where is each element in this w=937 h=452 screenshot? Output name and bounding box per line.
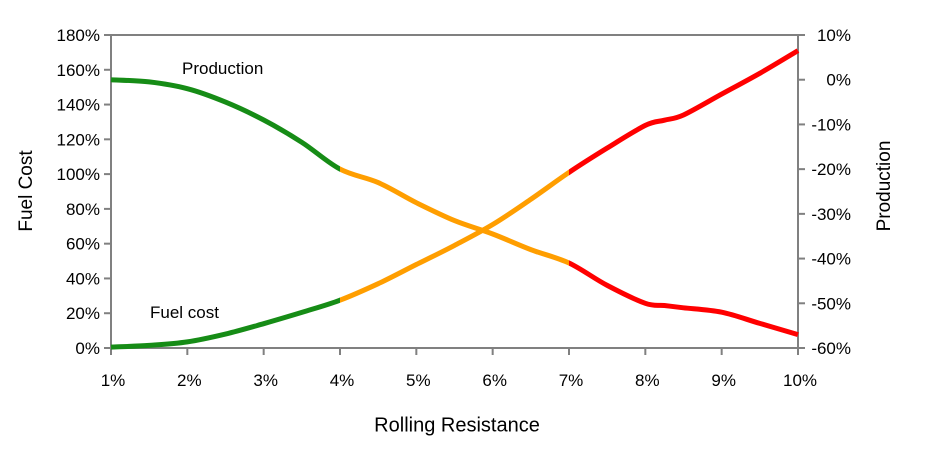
x-axis-tick-label: 5%: [406, 371, 431, 390]
right-axis-tick-label: 0%: [826, 71, 851, 90]
left-axis-tick-label: 140%: [57, 96, 100, 115]
left-axis-tick-label: 100%: [57, 165, 100, 184]
left-axis-title: Fuel Cost: [16, 150, 37, 232]
fuel-cost-series-label: Fuel cost: [150, 303, 219, 322]
x-axis-tick-label: 6%: [482, 371, 507, 390]
x-axis-title: Rolling Resistance: [374, 414, 540, 437]
fuel-cost-curve-orange: [340, 169, 569, 303]
left-axis-tick-label: 160%: [57, 61, 100, 80]
right-axis-tick-label: -40%: [811, 250, 851, 269]
production-curve-green: [110, 77, 340, 172]
right-axis-title: Production: [874, 140, 895, 232]
x-axis-tick-label: 4%: [330, 371, 355, 390]
fuel-cost-curve-red: [569, 48, 800, 176]
left-axis-tick-label: 80%: [66, 200, 100, 219]
right-axis-tick-label: -50%: [811, 294, 851, 313]
x-axis-tick-label: 9%: [711, 371, 736, 390]
x-axis-tick-label: 2%: [177, 371, 202, 390]
left-axis-tick-label: 120%: [57, 130, 100, 149]
right-axis-tick-label: -20%: [811, 160, 851, 179]
right-axis-tick-label: 10%: [817, 26, 851, 45]
plot-border: [110, 34, 799, 349]
x-axis-tick-label: 10%: [783, 371, 817, 390]
left-axis-tick-label: 0%: [75, 339, 100, 358]
right-axis-tick-label: -60%: [811, 339, 851, 358]
fuel-cost-curve-green: [110, 297, 340, 350]
x-axis-tick-label: 8%: [635, 371, 660, 390]
left-axis-tick-label: 20%: [66, 304, 100, 323]
x-axis-tick-label: 3%: [253, 371, 278, 390]
left-axis-tick-label: 180%: [57, 26, 100, 45]
x-axis-tick-label: 1%: [101, 371, 126, 390]
x-axis-tick-label: 7%: [559, 371, 584, 390]
production-curve-red: [569, 260, 799, 337]
left-axis-tick-label: 60%: [66, 235, 100, 254]
left-axis-tick-label: 40%: [66, 269, 100, 288]
right-axis-tick-label: -30%: [811, 205, 851, 224]
right-axis-tick-label: -10%: [811, 115, 851, 134]
production-series-label: Production: [182, 59, 264, 78]
production-curve-orange: [340, 166, 569, 266]
